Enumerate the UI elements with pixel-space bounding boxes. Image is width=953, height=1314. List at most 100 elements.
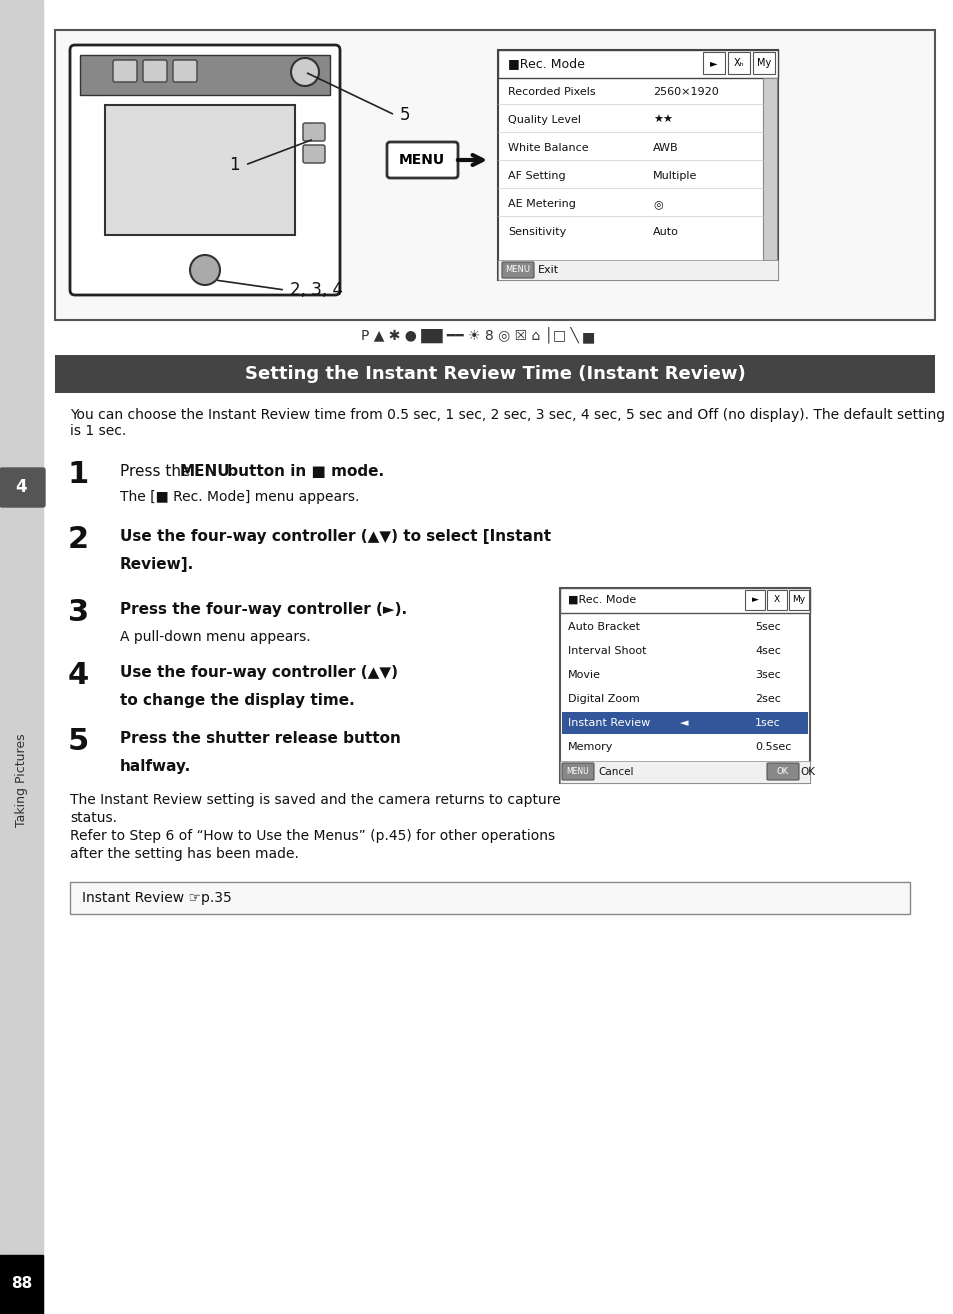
Text: Press the shutter release button: Press the shutter release button xyxy=(120,731,400,746)
Text: Auto: Auto xyxy=(652,227,679,237)
Text: Exit: Exit xyxy=(537,265,558,275)
Text: My: My xyxy=(792,595,804,604)
Text: ►: ► xyxy=(709,58,717,68)
Text: 0.5sec: 0.5sec xyxy=(754,742,791,752)
Text: Use the four-way controller (▲▼): Use the four-way controller (▲▼) xyxy=(120,665,397,681)
Text: 3: 3 xyxy=(68,598,89,627)
Text: 2: 2 xyxy=(68,526,89,555)
Text: You can choose the Instant Review time from 0.5 sec, 1 sec, 2 sec, 3 sec, 4 sec,: You can choose the Instant Review time f… xyxy=(70,409,944,438)
Bar xyxy=(497,50,778,78)
Text: Auto Bracket: Auto Bracket xyxy=(567,622,639,632)
Text: 4: 4 xyxy=(68,661,90,690)
FancyBboxPatch shape xyxy=(0,468,45,507)
Bar xyxy=(105,105,294,235)
Text: Instant Review ☞p.35: Instant Review ☞p.35 xyxy=(82,891,232,905)
Text: ◄: ◄ xyxy=(679,717,688,728)
Text: Memory: Memory xyxy=(567,742,613,752)
Text: Xₕ: Xₕ xyxy=(733,58,743,68)
Text: Review].: Review]. xyxy=(120,557,194,572)
Bar xyxy=(561,712,807,735)
Text: OK: OK xyxy=(776,767,788,777)
Bar xyxy=(762,78,776,260)
Bar xyxy=(727,53,749,74)
FancyBboxPatch shape xyxy=(766,763,799,781)
Text: MENU: MENU xyxy=(180,464,231,480)
Text: The Instant Review setting is saved and the camera returns to capture: The Instant Review setting is saved and … xyxy=(70,794,560,807)
Text: AWB: AWB xyxy=(652,143,678,152)
Text: 5sec: 5sec xyxy=(754,622,780,632)
Text: X: X xyxy=(773,595,780,604)
Text: 88: 88 xyxy=(10,1276,32,1292)
Bar xyxy=(497,260,778,280)
Text: ★★: ★★ xyxy=(652,116,672,125)
FancyBboxPatch shape xyxy=(303,145,325,163)
Text: ■Rec. Mode: ■Rec. Mode xyxy=(507,58,584,71)
Text: P ▲ ✱ ● ██ ━━ ☀ 8 ◎ ☒ ⌂ │□ ╲ ▆: P ▲ ✱ ● ██ ━━ ☀ 8 ◎ ☒ ⌂ │□ ╲ ▆ xyxy=(360,327,593,343)
Text: Use the four-way controller (▲▼) to select [Instant: Use the four-way controller (▲▼) to sele… xyxy=(120,530,551,544)
Bar xyxy=(766,590,786,610)
Text: Taking Pictures: Taking Pictures xyxy=(15,733,28,827)
FancyBboxPatch shape xyxy=(501,261,534,279)
Text: 5: 5 xyxy=(399,106,410,124)
Text: AE Metering: AE Metering xyxy=(507,198,576,209)
FancyBboxPatch shape xyxy=(387,142,457,177)
Bar xyxy=(80,55,330,95)
Text: 2560×1920: 2560×1920 xyxy=(652,87,718,97)
Text: A pull-down menu appears.: A pull-down menu appears. xyxy=(120,629,311,644)
Text: Setting the Instant Review Time (Instant Review): Setting the Instant Review Time (Instant… xyxy=(244,365,744,382)
Text: 3sec: 3sec xyxy=(754,670,780,681)
Bar xyxy=(70,882,909,915)
Text: 5: 5 xyxy=(68,727,90,756)
Text: Instant Review: Instant Review xyxy=(567,717,650,728)
Text: after the setting has been made.: after the setting has been made. xyxy=(70,848,298,861)
Text: Refer to Step 6 of “How to Use the Menus” (p.45) for other operations: Refer to Step 6 of “How to Use the Menus… xyxy=(70,829,555,844)
Bar xyxy=(559,587,809,614)
Text: OK: OK xyxy=(800,767,814,777)
Text: White Balance: White Balance xyxy=(507,143,588,152)
Circle shape xyxy=(291,58,318,85)
Text: Digital Zoom: Digital Zoom xyxy=(567,694,639,704)
Text: Recorded Pixels: Recorded Pixels xyxy=(507,87,595,97)
Text: MENU: MENU xyxy=(398,152,445,167)
FancyBboxPatch shape xyxy=(303,124,325,141)
Text: MENU: MENU xyxy=(566,767,589,777)
FancyBboxPatch shape xyxy=(70,45,339,296)
FancyBboxPatch shape xyxy=(112,60,137,81)
Bar xyxy=(55,355,934,393)
Text: 4: 4 xyxy=(15,478,28,497)
Text: 4sec: 4sec xyxy=(754,646,781,656)
Text: Press the four-way controller (►).: Press the four-way controller (►). xyxy=(120,602,407,618)
Text: ■Rec. Mode: ■Rec. Mode xyxy=(567,595,636,604)
Bar xyxy=(559,761,809,783)
Text: 1: 1 xyxy=(229,156,240,173)
Bar xyxy=(0,0,43,1314)
Bar xyxy=(744,590,764,610)
Bar xyxy=(55,30,934,321)
FancyBboxPatch shape xyxy=(172,60,196,81)
Text: The [■ Rec. Mode] menu appears.: The [■ Rec. Mode] menu appears. xyxy=(120,490,359,505)
Text: to change the display time.: to change the display time. xyxy=(120,692,355,708)
Bar xyxy=(0,1255,43,1314)
Bar xyxy=(788,590,808,610)
Bar xyxy=(559,587,809,783)
Text: 1: 1 xyxy=(68,460,90,489)
Text: 1sec: 1sec xyxy=(754,717,780,728)
Text: Movie: Movie xyxy=(567,670,600,681)
Bar xyxy=(497,50,778,280)
Text: ◎: ◎ xyxy=(652,198,662,209)
Text: My: My xyxy=(756,58,770,68)
Text: button in ■ mode.: button in ■ mode. xyxy=(222,464,384,480)
Text: MENU: MENU xyxy=(505,265,530,275)
Text: Press the: Press the xyxy=(120,464,195,480)
Text: halfway.: halfway. xyxy=(120,759,191,774)
Circle shape xyxy=(190,255,220,285)
Text: Quality Level: Quality Level xyxy=(507,116,580,125)
FancyBboxPatch shape xyxy=(143,60,167,81)
Bar xyxy=(752,53,774,74)
FancyBboxPatch shape xyxy=(561,763,594,781)
Text: Interval Shoot: Interval Shoot xyxy=(567,646,646,656)
Text: status.: status. xyxy=(70,811,117,825)
Text: Sensitivity: Sensitivity xyxy=(507,227,566,237)
Text: Multiple: Multiple xyxy=(652,171,697,181)
Text: 2sec: 2sec xyxy=(754,694,781,704)
